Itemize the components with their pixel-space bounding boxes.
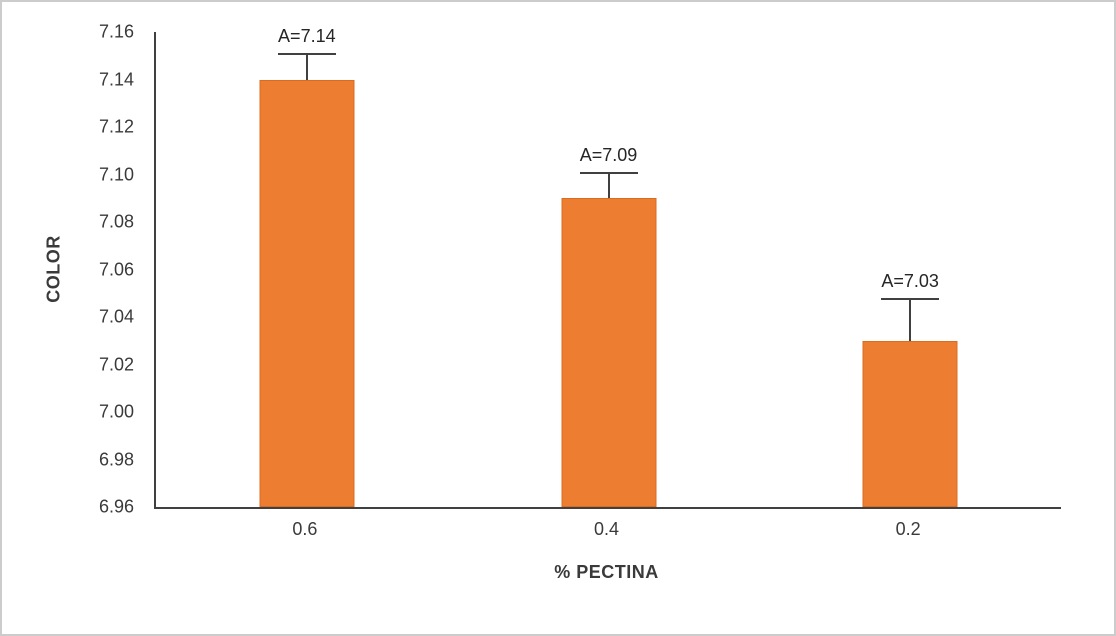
y-tick-label: 7.02 (98, 354, 134, 374)
y-axis-ticks: 6.96 6.98 7.00 7.02 7.04 7.06 7.08 7.10 7.12 7.14… (2, 22, 144, 517)
y-tick-label: 7.16 (98, 21, 134, 42)
x-tick-label: 0.2 (895, 519, 921, 539)
error-bar-line (607, 172, 610, 199)
y-tick-label: 7.06 (98, 259, 134, 279)
error-bar-line (305, 53, 308, 80)
error-bar-line (909, 298, 912, 341)
x-axis-title: % PECTINA (554, 562, 659, 582)
error-bar-cap (881, 298, 940, 300)
y-tick-label: 6.98 (98, 449, 134, 469)
y-tick-label: 7.10 (98, 164, 134, 184)
y-tick-label: 7.00 (98, 401, 134, 422)
error-bar-cap (579, 172, 638, 175)
y-tick-label: 7.04 (98, 306, 134, 327)
bar-group: A=7.03 (759, 32, 1061, 507)
bar-value-label: A=7.14 (278, 26, 336, 47)
error-bar-cap (277, 53, 336, 56)
bar (561, 198, 656, 507)
bar (862, 340, 958, 507)
x-tick-label: 0.6 (292, 519, 318, 539)
bar (259, 79, 355, 507)
x-axis-labels: 0.6 0.4 0.2 (154, 519, 1059, 540)
bar-value-label: A=7.03 (881, 271, 939, 291)
x-tick-label: 0.4 (593, 519, 620, 539)
bar-value-label: A=7.09 (579, 145, 638, 166)
y-tick-label: 7.08 (98, 211, 134, 232)
y-tick-label: 7.14 (98, 69, 134, 89)
bar-group: A=7.14 (156, 26, 458, 507)
y-tick-label: 7.12 (98, 116, 134, 137)
plot-area: A=7.14 A=7.09 A=7.03 (154, 26, 1061, 509)
bar-group: A=7.09 (458, 32, 760, 507)
y-tick-label: 6.96 (98, 496, 134, 517)
